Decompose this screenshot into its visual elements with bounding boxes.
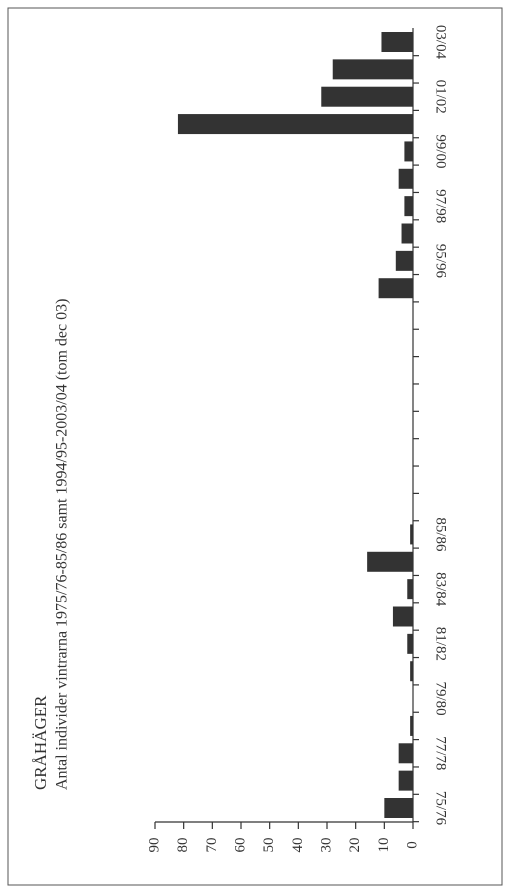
bar	[381, 32, 413, 52]
y-tick-label: 81/82	[433, 627, 449, 661]
x-tick-label: 30	[318, 838, 334, 853]
frame	[7, 7, 503, 886]
bar	[410, 661, 413, 682]
bar	[332, 59, 413, 80]
x-tick-label: 70	[204, 838, 220, 853]
y-tick-label: 83/84	[433, 572, 449, 607]
bar	[410, 524, 413, 545]
x-tick-label: 80	[175, 838, 191, 853]
y-tick-label: 01/02	[433, 80, 449, 114]
bar	[410, 715, 413, 736]
x-tick-label: 20	[347, 838, 363, 853]
y-tick-label: 79/80	[433, 681, 449, 715]
x-tick-label: 90	[146, 838, 162, 853]
y-tick-label: 03/04	[433, 25, 449, 60]
y-tick-label: 85/86	[433, 517, 449, 552]
y-tick-label: 97/98	[433, 189, 449, 223]
bar	[404, 196, 413, 217]
x-tick-label: 10	[376, 838, 392, 853]
bar	[395, 250, 413, 271]
y-tick-label: 75/76	[433, 791, 449, 826]
bar	[407, 579, 413, 600]
bar	[401, 223, 413, 244]
chart-title: GRÅHÄGER	[31, 695, 50, 790]
bar	[177, 114, 413, 135]
y-tick-label: 77/78	[433, 736, 449, 770]
bar	[321, 86, 413, 107]
bar	[378, 278, 413, 299]
bar	[367, 551, 413, 572]
x-tick-label: 60	[232, 838, 248, 853]
bar	[407, 633, 413, 654]
x-tick-label: 50	[261, 838, 277, 853]
bar	[398, 770, 413, 791]
y-tick-label: 95/96	[433, 244, 449, 279]
y-tick-label: 99/00	[433, 134, 449, 168]
bar	[392, 606, 413, 627]
bar	[404, 141, 413, 162]
x-tick-label: 0	[404, 841, 420, 849]
bar	[384, 798, 413, 818]
x-tick-label: 40	[290, 838, 306, 853]
chart-subtitle: Antal individer vintrarna 1975/76-85/86 …	[54, 299, 71, 790]
bar	[398, 168, 413, 189]
bar	[398, 743, 413, 764]
